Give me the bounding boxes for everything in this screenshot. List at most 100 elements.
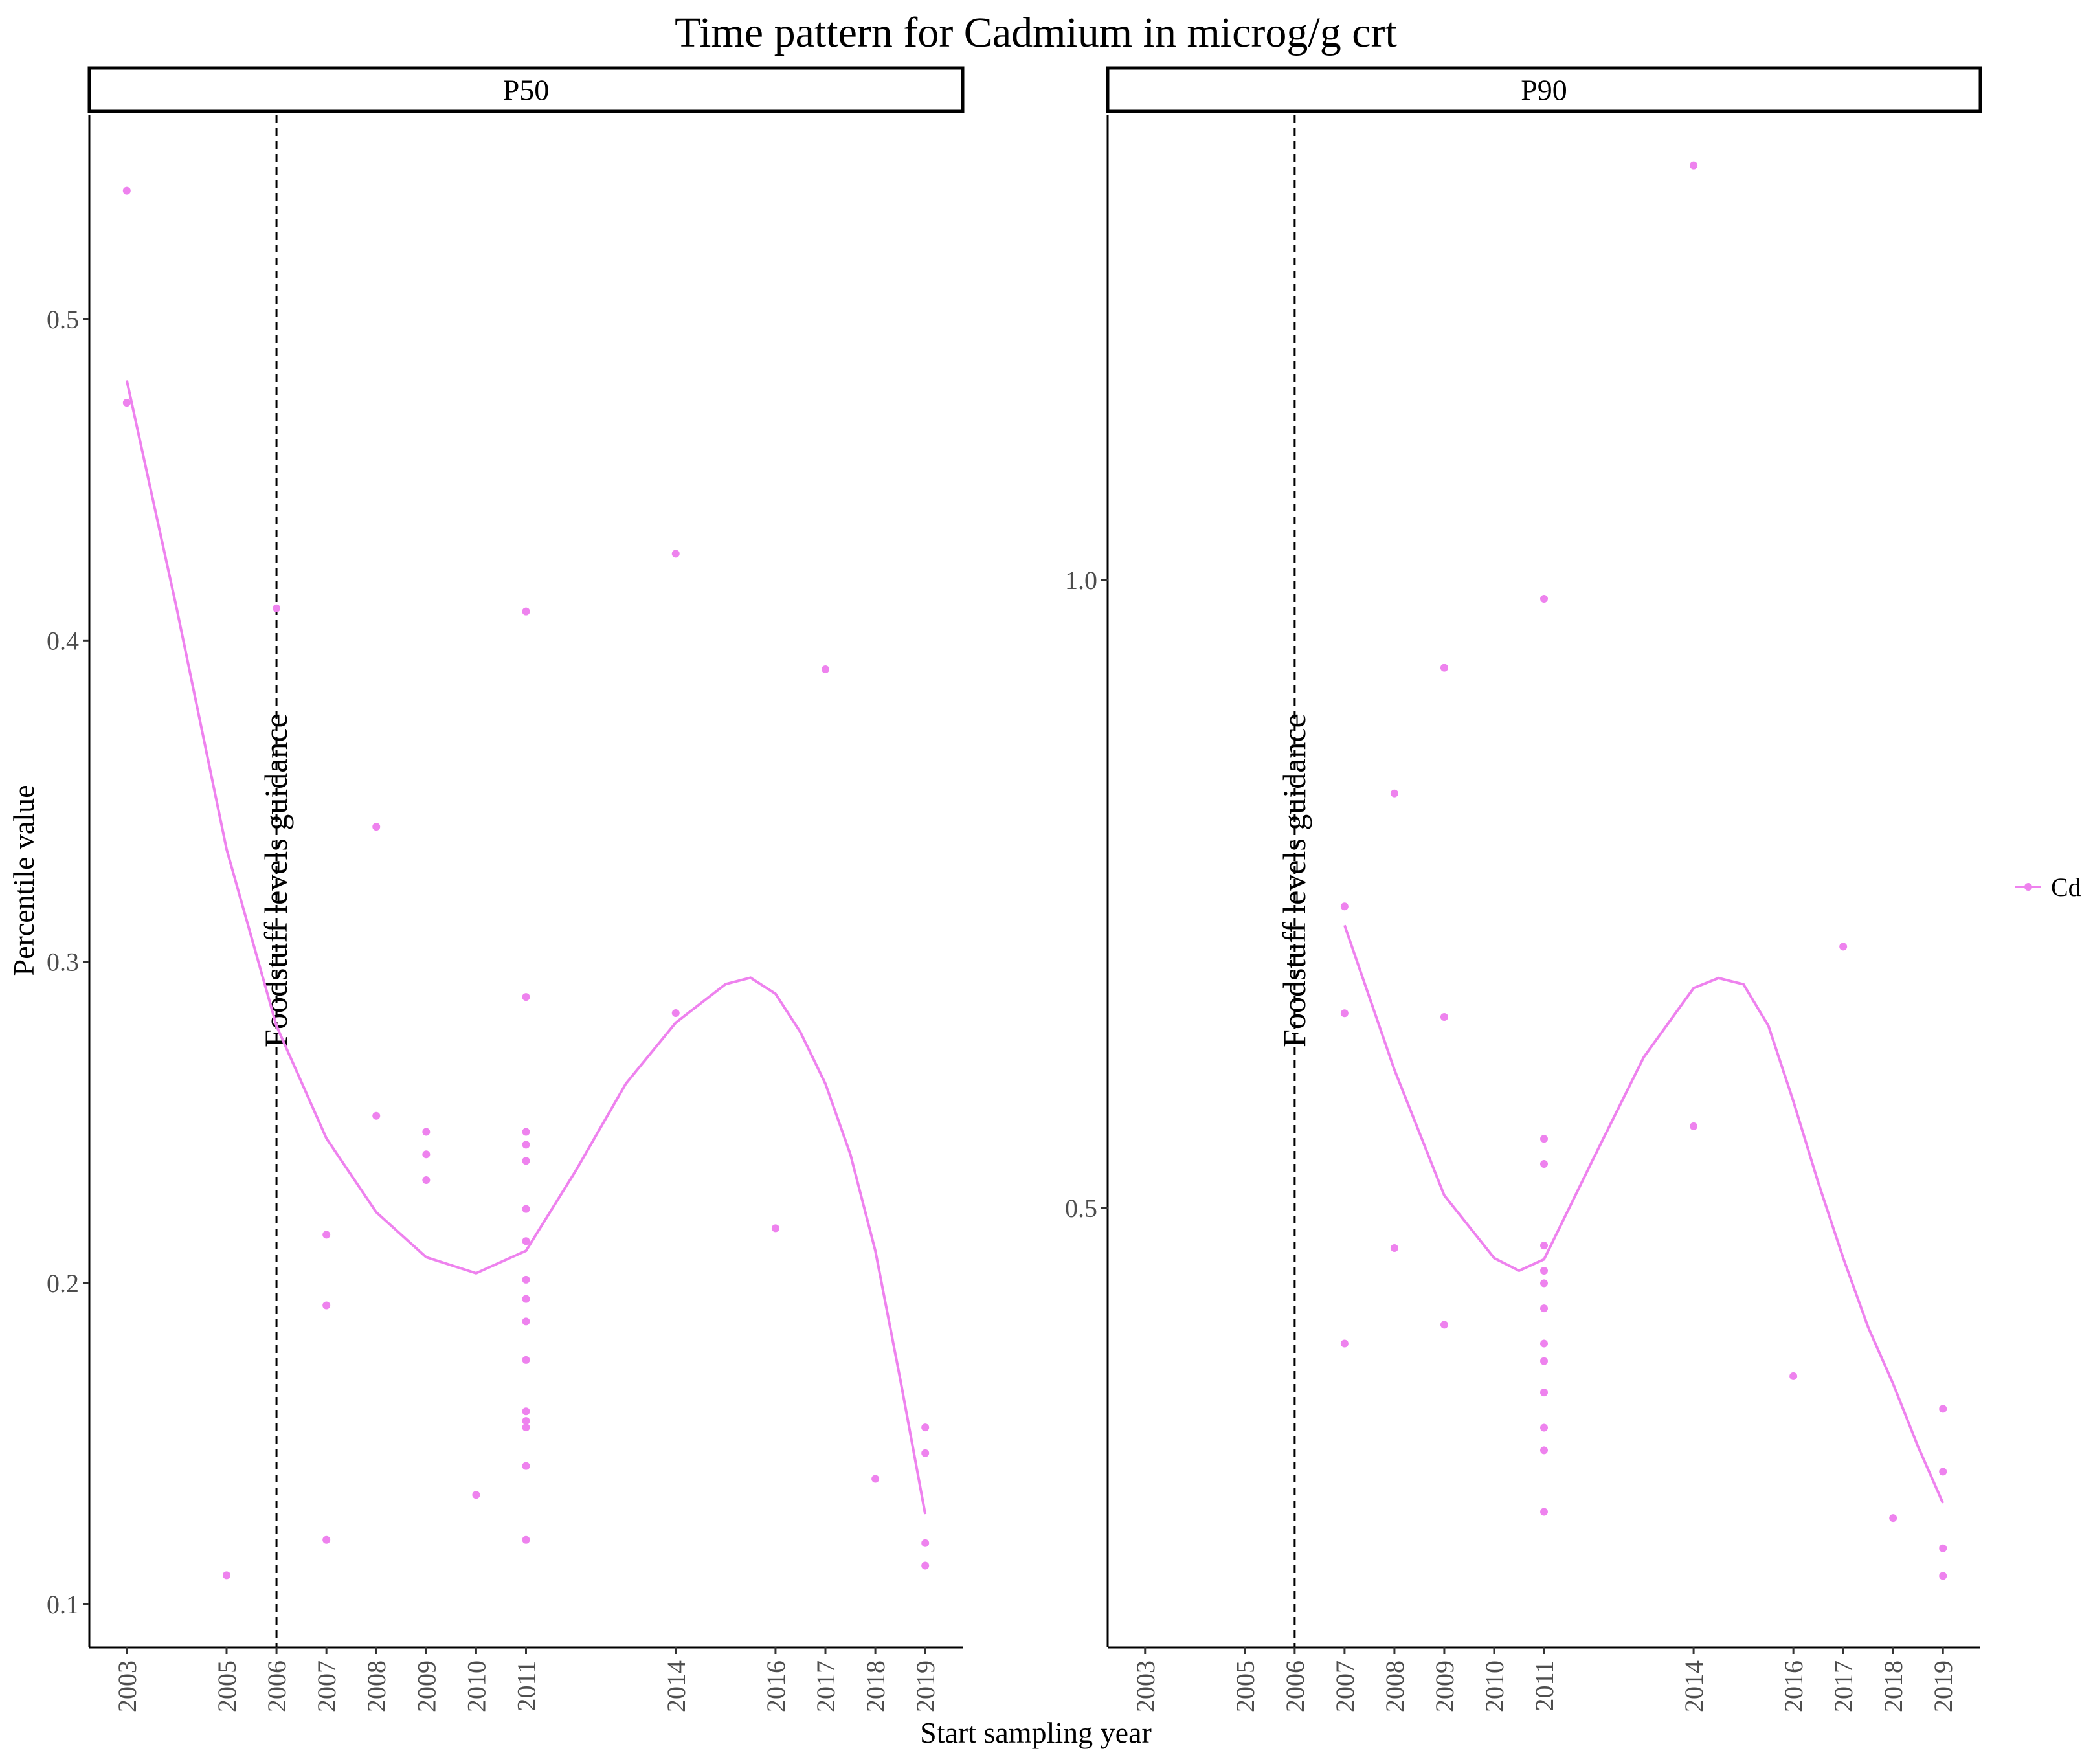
x-tick-label: 2016 <box>761 1660 790 1712</box>
x-tick-label: 2007 <box>312 1660 341 1712</box>
legend: Cd <box>2015 873 2081 902</box>
data-point <box>1540 1135 1548 1143</box>
x-tick-label: 2011 <box>1530 1660 1559 1712</box>
x-tick-label: 2018 <box>861 1660 890 1712</box>
x-tick-label: 2014 <box>1679 1660 1708 1712</box>
data-point <box>522 607 530 616</box>
data-point <box>422 1176 431 1184</box>
data-point <box>522 1205 530 1213</box>
data-point <box>222 1571 230 1580</box>
chart-title: Time pattern for Cadmium in microg/g crt <box>675 9 1397 56</box>
data-point <box>1839 943 1848 951</box>
data-point <box>921 1449 930 1457</box>
data-point <box>522 993 530 1001</box>
data-point <box>921 1423 930 1432</box>
panel-p50: P50 0.1 0.2 0.3 0.4 0.5 2003 2005 2006 2007 2008 20… <box>47 66 965 1712</box>
x-tick-label: 2010 <box>1480 1660 1509 1712</box>
data-point <box>372 823 381 831</box>
data-point <box>122 186 131 195</box>
x-tick-label: 2017 <box>811 1660 840 1712</box>
data-point <box>1340 1339 1349 1348</box>
data-point <box>422 1150 431 1159</box>
legend-label-cd: Cd <box>2051 873 2081 902</box>
x-tick-label: 2016 <box>1779 1660 1808 1712</box>
data-point <box>522 1407 530 1416</box>
y-tick-label: 0.3 <box>47 948 79 977</box>
data-point <box>1939 1468 1947 1476</box>
data-point <box>273 604 281 612</box>
x-tick-label: 2008 <box>1380 1660 1409 1712</box>
data-point <box>522 1141 530 1149</box>
data-point <box>522 1356 530 1364</box>
x-tick-label: 2003 <box>113 1660 142 1712</box>
smooth-line-cd <box>1343 924 1945 1504</box>
data-point <box>671 1009 680 1017</box>
data-point <box>522 1295 530 1303</box>
data-point <box>771 1224 779 1233</box>
y-tick-label: 0.5 <box>1065 1194 1097 1223</box>
data-point <box>1440 1321 1448 1329</box>
data-point <box>1540 1389 1548 1397</box>
strip-label: P90 <box>1521 74 1567 107</box>
y-tick-label: 1.0 <box>1065 566 1097 595</box>
data-point <box>122 399 131 407</box>
reference-line-label: Foodstuff levels guidance <box>1276 713 1312 1047</box>
data-point <box>921 1539 930 1547</box>
data-point <box>1939 1405 1947 1413</box>
x-tick-label: 2014 <box>662 1660 691 1712</box>
x-tick-label: 2019 <box>911 1660 940 1712</box>
x-tick-label: 2007 <box>1330 1660 1360 1712</box>
strip-label: P50 <box>503 74 550 107</box>
data-point <box>1540 1508 1548 1516</box>
reference-line-label: Foodstuff levels guidance <box>258 713 294 1047</box>
y-tick-label: 0.2 <box>47 1269 79 1298</box>
strip-box <box>87 66 965 113</box>
data-point <box>1440 1013 1448 1022</box>
x-tick-label: 2018 <box>1879 1660 1908 1712</box>
data-point <box>522 1128 530 1136</box>
data-point <box>422 1128 431 1136</box>
data-point <box>522 1157 530 1165</box>
data-point <box>1690 161 1698 170</box>
x-tick-label: 2009 <box>412 1660 441 1712</box>
data-point <box>1440 664 1448 672</box>
data-point <box>1540 1242 1548 1250</box>
x-tick-label: 2005 <box>212 1660 241 1712</box>
data-point <box>1540 1279 1548 1288</box>
x-tick-label: 2006 <box>262 1660 291 1712</box>
data-point <box>372 1111 381 1120</box>
data-point <box>522 1462 530 1470</box>
data-point <box>1340 902 1349 911</box>
panel-p90: P90 0.5 1.0 2003 2005 2006 2007 2008 2009 2010 201… <box>1065 66 1982 1712</box>
data-point <box>1540 1304 1548 1313</box>
x-tick-label: 2009 <box>1430 1660 1459 1712</box>
data-point <box>1939 1572 1947 1580</box>
y-tick-label: 0.1 <box>47 1590 79 1619</box>
data-point <box>1540 1266 1548 1275</box>
data-point <box>1889 1514 1897 1523</box>
data-point <box>472 1491 480 1499</box>
data-point <box>522 1535 530 1544</box>
x-tick-label: 2006 <box>1281 1660 1310 1712</box>
data-point <box>1540 594 1548 603</box>
x-tick-label: 2010 <box>462 1660 491 1712</box>
data-point <box>1690 1122 1698 1130</box>
x-tick-label: 2005 <box>1231 1660 1260 1712</box>
data-point <box>522 1423 530 1432</box>
data-point <box>322 1535 331 1544</box>
data-point <box>1939 1544 1947 1552</box>
legend-key-point <box>2024 883 2032 891</box>
data-point <box>1390 789 1398 798</box>
data-point <box>522 1317 530 1326</box>
data-point <box>522 1275 530 1284</box>
data-point <box>1540 1423 1548 1432</box>
x-tick-label: 2008 <box>362 1660 391 1712</box>
x-tick-label: 2003 <box>1131 1660 1160 1712</box>
x-tick-label: 2011 <box>512 1660 541 1712</box>
data-point <box>671 550 680 558</box>
data-point <box>522 1417 530 1425</box>
data-point <box>1340 1009 1349 1018</box>
x-tick-label: 2017 <box>1829 1660 1858 1712</box>
data-point <box>522 1237 530 1245</box>
